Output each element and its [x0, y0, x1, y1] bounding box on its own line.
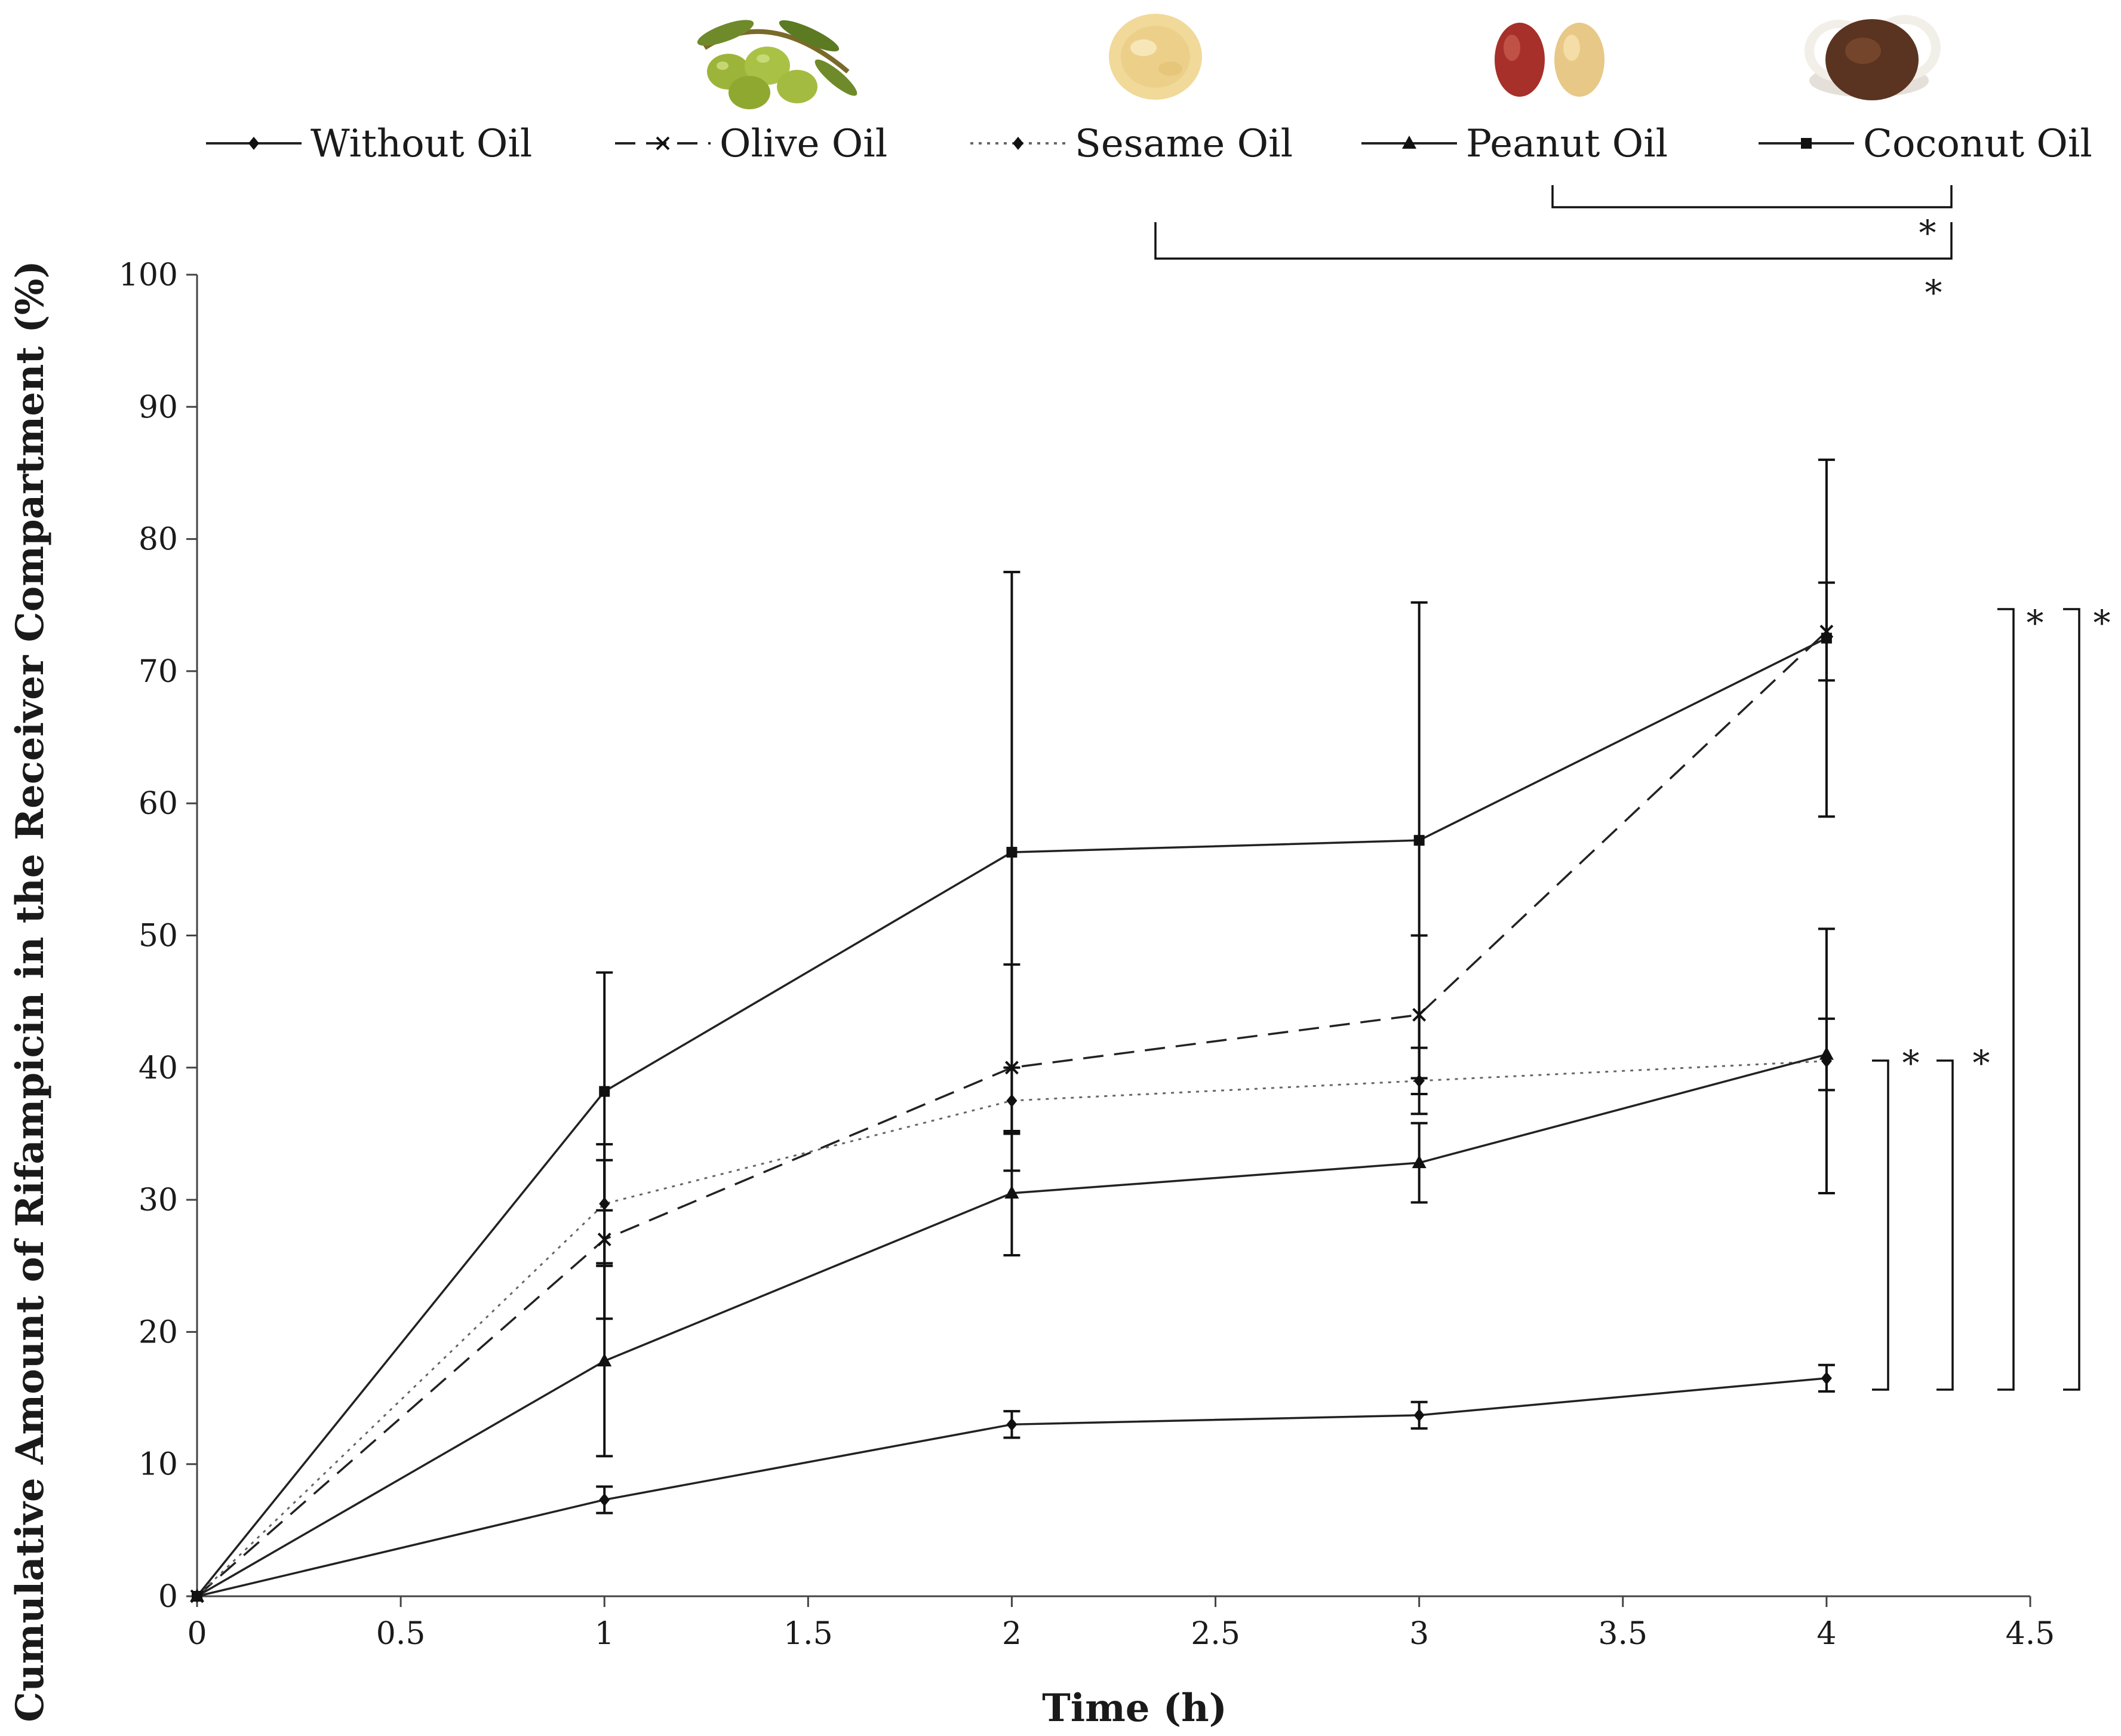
data-point	[597, 1353, 612, 1367]
plot-area	[190, 458, 1835, 1603]
significance-bracket	[2063, 608, 2080, 1391]
x-tick-label: 4.5	[2006, 1616, 2055, 1652]
significance-bracket	[1997, 608, 2015, 1391]
significance-bracket	[1154, 222, 1953, 260]
x-tick-label: 2.5	[1191, 1616, 1240, 1652]
significance-asterisk: *	[2027, 603, 2044, 643]
legend-icons	[697, 14, 1941, 109]
significance-asterisk: *	[1919, 213, 1936, 253]
data-point	[1413, 1408, 1425, 1422]
significance-bracket	[1551, 185, 1953, 208]
significance-bracket	[1936, 1059, 1954, 1391]
coconut-icon	[1805, 15, 1941, 100]
legend: Without Oil Olive Oil Sesame Oil Peanut Oil…	[206, 122, 2092, 166]
series-coconut-oil	[192, 458, 1835, 1602]
data-point	[192, 1591, 202, 1602]
legend-item: Without Oil	[206, 122, 532, 166]
olive-icon	[697, 20, 857, 109]
sesame-seeds-icon	[1109, 14, 1202, 100]
axes: 0 10 20 30 40 50 60 70 80 90 100 0 0.5 1 1.5 2 2.5 3 3.5 4 4…	[119, 257, 2055, 1652]
data-point	[1412, 1155, 1427, 1169]
y-tick-label: 20	[139, 1314, 178, 1350]
x-tick-label: 1	[595, 1616, 614, 1652]
y-tick-label: 100	[119, 257, 178, 293]
significance-asterisk: *	[1902, 1043, 1920, 1083]
legend-marker	[1801, 138, 1812, 149]
legend-marker	[1402, 136, 1416, 149]
y-tick-label: 40	[139, 1050, 178, 1086]
data-point	[1006, 1418, 1018, 1431]
significance-asterisk: *	[1973, 1043, 1990, 1083]
data-point	[1821, 1371, 1832, 1385]
data-point	[599, 1086, 610, 1097]
x-axis-title: Time (h)	[1042, 1686, 1227, 1731]
series-line	[196, 631, 1828, 1597]
series-peanut-oil	[190, 1017, 1835, 1602]
legend-label: Without Oil	[311, 122, 532, 166]
series-sesame-oil	[192, 927, 1835, 1603]
legend-marker	[1013, 137, 1023, 150]
y-axis-title: Cumulative Amount of Rifampicin in the R…	[8, 260, 53, 1722]
y-tick-label: 70	[139, 654, 178, 690]
x-tick-label: 1.5	[783, 1616, 833, 1652]
legend-label: Olive Oil	[720, 122, 887, 166]
x-tick-label: 4	[1816, 1616, 1836, 1652]
x-tick-label: 0.5	[376, 1616, 426, 1652]
data-point	[599, 1493, 610, 1507]
data-point	[1413, 835, 1425, 846]
y-tick-label: 50	[139, 918, 178, 954]
x-tick-label: 2	[1002, 1616, 1022, 1652]
y-tick-label: 80	[139, 522, 178, 558]
x-tick-label: 0	[187, 1616, 207, 1652]
y-tick-label: 90	[139, 389, 178, 425]
series-line	[196, 1060, 1827, 1597]
legend-item: Peanut Oil	[1361, 122, 1668, 166]
x-tick-label: 3.5	[1598, 1616, 1647, 1652]
legend-item: Sesame Oil	[970, 122, 1293, 166]
significance-asterisk: *	[2094, 603, 2111, 643]
legend-marker	[656, 136, 670, 150]
series-without-oil	[192, 1363, 1835, 1603]
y-tick-label: 10	[139, 1447, 178, 1483]
legend-marker	[248, 137, 259, 150]
significance-bracket	[1872, 1059, 1889, 1391]
legend-label: Coconut Oil	[1863, 122, 2092, 166]
legend-item: Olive Oil	[615, 122, 887, 166]
x-tick-label: 3	[1409, 1616, 1429, 1652]
significance-asterisk: *	[1925, 272, 1942, 313]
legend-item: Coconut Oil	[1759, 122, 2092, 166]
significance-annotations: * * * * * *	[1154, 185, 2111, 1391]
data-point	[1821, 632, 1832, 644]
y-tick-label: 30	[139, 1182, 178, 1218]
peanut-icon	[1495, 23, 1604, 97]
data-point	[1819, 1046, 1834, 1060]
data-point	[1004, 1185, 1019, 1199]
y-tick-label: 60	[139, 786, 178, 822]
y-tick-label: 0	[158, 1579, 178, 1615]
data-point	[1006, 847, 1018, 858]
legend-label: Sesame Oil	[1075, 122, 1293, 166]
legend-label: Peanut Oil	[1466, 122, 1668, 166]
